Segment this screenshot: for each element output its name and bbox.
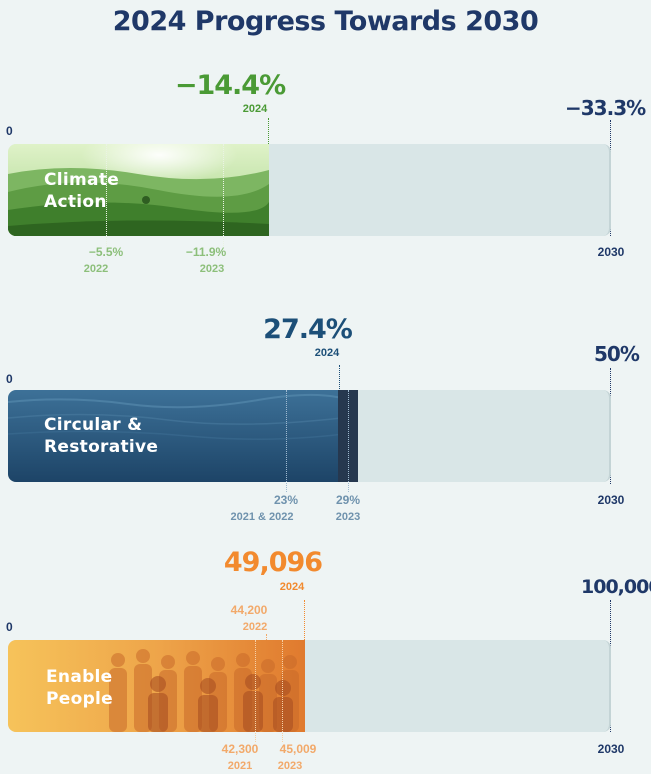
people-target-value: 100,000 <box>581 576 651 598</box>
people-current-value: 49,096 <box>223 547 323 578</box>
climate-target-year: 2030 <box>597 245 625 259</box>
people-2023-line <box>282 640 283 742</box>
circular-2023-line <box>348 390 349 492</box>
climate-target-value: −33.3% <box>565 96 646 120</box>
circular-start-label: 0 <box>6 372 13 386</box>
climate-2023-year: 2023 <box>199 263 225 275</box>
people-2023-value: 45,009 <box>279 742 317 756</box>
people-2022-line <box>266 634 267 644</box>
people-start-label: 0 <box>6 620 13 634</box>
circular-current-value: 27.4% <box>263 314 353 345</box>
page-title: 2024 Progress Towards 2030 <box>112 6 539 37</box>
circular-2021-2022-year: 2021 & 2022 <box>230 511 294 523</box>
circular-target-value: 50% <box>594 342 640 366</box>
circular-current-year: 2024 <box>314 347 340 359</box>
people-bar-label: Enable People <box>46 667 113 709</box>
people-2023-year: 2023 <box>277 760 303 772</box>
climate-2022-line <box>106 144 107 246</box>
circular-current-line <box>339 365 340 391</box>
people-2022-value: 44,200 <box>230 603 268 617</box>
climate-2022-year: 2022 <box>83 263 109 275</box>
people-current-line <box>304 600 305 640</box>
climate-2023-value: −11.9% <box>185 245 227 259</box>
people-current-year: 2024 <box>279 581 305 593</box>
climate-start-label: 0 <box>6 124 13 138</box>
circular-2023-year: 2023 <box>335 511 361 523</box>
people-2021-value: 42,300 <box>221 742 259 756</box>
circular-2023-value: 29% <box>335 493 361 507</box>
people-2021-line <box>255 640 256 742</box>
people-2021-year: 2021 <box>227 760 253 772</box>
climate-2023-line <box>223 144 224 246</box>
circular-2021-2022-value: 23% <box>273 493 299 507</box>
people-target-year: 2030 <box>597 742 625 756</box>
climate-current-year: 2024 <box>242 103 268 115</box>
climate-2022-value: −5.5% <box>88 245 124 259</box>
climate-bar-label: Climate Action <box>44 170 120 212</box>
climate-current-line <box>268 118 269 144</box>
climate-fill <box>8 144 269 236</box>
circular-bar-label: Circular & Restorative <box>44 415 159 457</box>
climate-current-value: −14.4% <box>174 70 286 101</box>
people-2022-year: 2022 <box>242 621 268 633</box>
circular-target-year: 2030 <box>597 493 625 507</box>
circular-2021-2022-line <box>286 390 287 492</box>
